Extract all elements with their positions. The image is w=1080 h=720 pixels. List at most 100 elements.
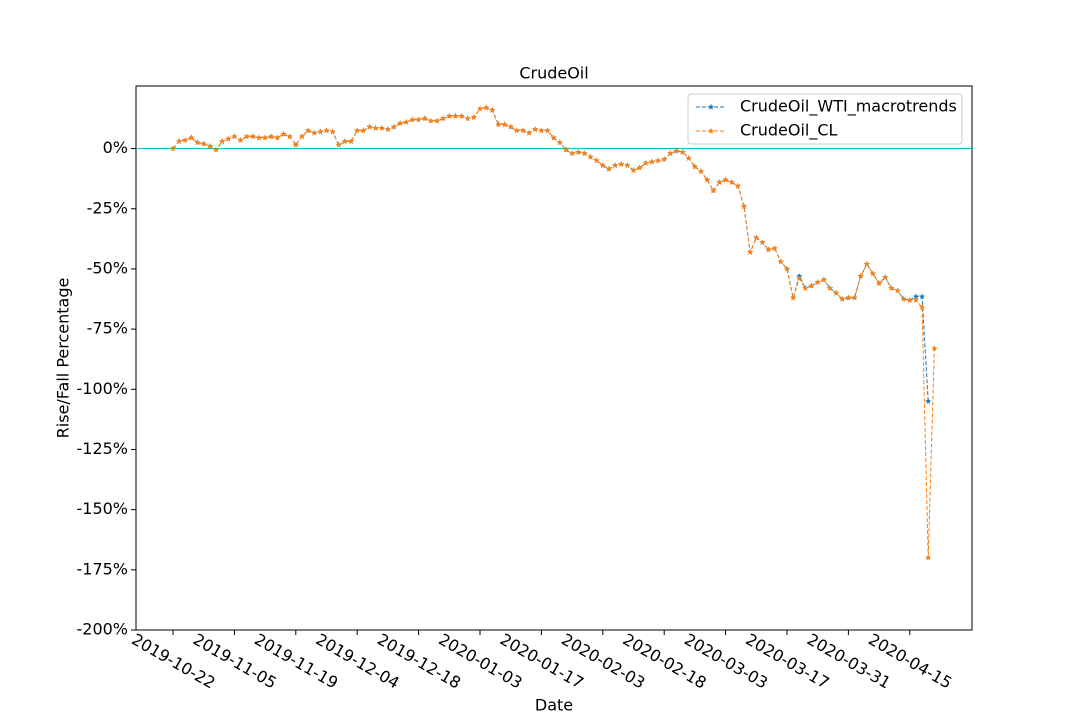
point-marker: [618, 161, 625, 167]
point-marker: [317, 128, 324, 135]
point-marker: [857, 272, 864, 279]
point-marker: [231, 133, 238, 140]
point-marker: [274, 134, 281, 141]
point-marker: [808, 282, 815, 289]
point-marker: [440, 115, 447, 122]
point-marker: [433, 117, 441, 124]
legend-label: CrudeOil_WTI_macrotrends: [740, 97, 957, 117]
point-marker: [833, 289, 840, 296]
legend-box: [687, 93, 963, 145]
point-marker: [765, 246, 772, 253]
point-marker: [869, 270, 876, 277]
point-marker: [378, 124, 385, 131]
point-marker: [925, 554, 932, 561]
point-marker: [452, 112, 459, 119]
point-marker: [532, 126, 539, 132]
legend-label: CrudeOil_CL: [740, 121, 838, 141]
point-marker: [476, 105, 484, 112]
y-tick-label: -150%: [76, 499, 128, 518]
point-marker: [372, 124, 379, 131]
point-marker: [630, 167, 637, 173]
point-marker: [894, 287, 901, 294]
point-marker: [237, 136, 244, 143]
point-marker: [698, 168, 705, 175]
point-marker: [421, 115, 428, 122]
point-marker: [341, 138, 348, 144]
point-marker: [397, 120, 404, 126]
point-marker: [409, 116, 416, 123]
point-marker: [636, 164, 643, 171]
point-marker: [845, 294, 852, 301]
point-marker: [182, 136, 189, 143]
point-marker: [298, 133, 305, 140]
point-marker: [685, 155, 692, 161]
point-marker: [544, 127, 551, 134]
point-marker: [728, 179, 735, 185]
y-tick-label: -125%: [76, 439, 128, 458]
point-marker: [212, 146, 220, 153]
point-marker: [661, 156, 668, 162]
point-marker: [734, 182, 741, 189]
point-marker: [354, 127, 361, 134]
point-marker: [716, 179, 723, 185]
point-marker: [415, 116, 422, 123]
point-marker: [783, 265, 791, 272]
y-tick-label: -50%: [87, 258, 128, 277]
point-marker: [642, 159, 649, 166]
point-marker: [569, 150, 576, 156]
point-marker: [519, 127, 527, 134]
point-marker: [581, 150, 588, 156]
y-tick-label: 0%: [103, 138, 128, 157]
point-marker: [593, 157, 600, 164]
point-marker: [538, 127, 545, 134]
point-marker: [483, 104, 490, 111]
point-marker: [753, 234, 760, 241]
point-marker: [169, 145, 177, 152]
point-marker: [427, 117, 434, 124]
legend-marker: [707, 127, 715, 134]
point-marker: [470, 114, 477, 120]
point-marker: [262, 134, 269, 141]
point-marker: [777, 258, 784, 265]
point-marker: [839, 295, 846, 302]
point-marker: [255, 134, 262, 141]
point-marker: [759, 239, 766, 246]
y-tick-label: -200%: [76, 620, 128, 639]
y-tick-label: -25%: [87, 198, 128, 217]
chart-title: CrudeOil: [519, 64, 588, 83]
point-marker: [820, 276, 827, 283]
point-marker: [360, 127, 367, 134]
point-marker: [710, 187, 717, 194]
point-marker: [489, 106, 496, 113]
point-marker: [225, 135, 232, 142]
point-marker: [587, 153, 594, 160]
point-marker: [458, 112, 465, 119]
point-marker: [323, 127, 330, 134]
point-marker: [335, 141, 342, 148]
y-axis-label: Rise/Fall Percentage: [54, 278, 73, 439]
point-marker: [194, 139, 201, 146]
point-marker: [305, 127, 312, 134]
point-marker: [391, 123, 398, 130]
point-marker: [605, 165, 612, 172]
legend: CrudeOil_WTI_macrotrends CrudeOil_CL: [687, 93, 963, 145]
point-marker: [286, 133, 293, 140]
point-marker: [876, 280, 883, 286]
point-marker: [550, 134, 557, 141]
point-marker: [888, 284, 895, 291]
point-marker: [501, 121, 508, 128]
point-marker: [292, 141, 299, 148]
y-tick-label: -175%: [76, 559, 128, 578]
point-marker: [556, 139, 563, 146]
point-marker: [925, 398, 932, 404]
point-marker: [796, 275, 803, 282]
point-marker: [919, 293, 926, 300]
point-marker: [679, 148, 686, 155]
point-marker: [667, 150, 674, 156]
y-tick-label: -100%: [76, 379, 128, 398]
point-marker: [722, 176, 729, 183]
point-marker: [814, 278, 821, 285]
point-marker: [912, 293, 919, 300]
point-marker: [280, 130, 287, 137]
